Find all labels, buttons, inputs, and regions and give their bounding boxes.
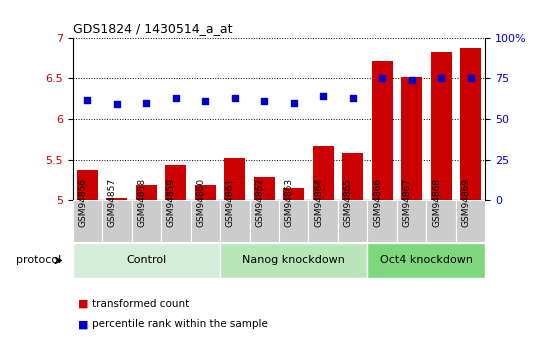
Bar — [283, 188, 304, 200]
Point — [201, 98, 210, 104]
Bar — [195, 185, 215, 200]
Bar — [220, 244, 368, 277]
Text: Nanog knockdown: Nanog knockdown — [242, 256, 345, 265]
Bar — [426, 200, 456, 242]
Text: ■: ■ — [78, 319, 89, 329]
Point — [466, 76, 475, 81]
Text: GSM94856: GSM94856 — [78, 178, 87, 227]
Bar — [132, 200, 161, 242]
Text: GSM94861: GSM94861 — [226, 178, 235, 227]
Text: Control: Control — [126, 256, 166, 265]
Text: transformed count: transformed count — [92, 299, 189, 308]
Bar — [338, 200, 368, 242]
Bar — [368, 244, 485, 277]
Text: GSM94864: GSM94864 — [314, 178, 323, 227]
Point — [112, 102, 121, 107]
Bar — [249, 200, 279, 242]
Bar — [397, 200, 426, 242]
Bar — [460, 48, 481, 200]
Text: Oct4 knockdown: Oct4 knockdown — [380, 256, 473, 265]
Point — [171, 95, 180, 101]
Bar — [401, 77, 422, 200]
Text: GSM94869: GSM94869 — [461, 178, 471, 227]
Text: GSM94858: GSM94858 — [137, 178, 146, 227]
Point — [260, 98, 269, 104]
Text: GSM94863: GSM94863 — [285, 178, 294, 227]
Point — [348, 95, 357, 101]
Text: percentile rank within the sample: percentile rank within the sample — [92, 319, 268, 329]
Text: GSM94860: GSM94860 — [196, 178, 205, 227]
Point — [289, 100, 298, 106]
Text: GSM94867: GSM94867 — [403, 178, 412, 227]
Bar — [220, 200, 249, 242]
Text: GSM94857: GSM94857 — [108, 178, 117, 227]
Point — [407, 77, 416, 83]
Point — [319, 93, 328, 99]
Bar — [343, 153, 363, 200]
Bar — [368, 200, 397, 242]
Bar — [77, 170, 98, 200]
Point — [83, 97, 92, 102]
Bar — [73, 200, 102, 242]
Text: GDS1824 / 1430514_a_at: GDS1824 / 1430514_a_at — [73, 22, 232, 36]
Bar — [456, 200, 485, 242]
Bar — [136, 185, 157, 200]
Text: GSM94862: GSM94862 — [255, 178, 264, 227]
Text: GSM94865: GSM94865 — [344, 178, 353, 227]
Bar — [254, 177, 275, 200]
Bar — [107, 198, 127, 200]
Text: GSM94866: GSM94866 — [373, 178, 382, 227]
Bar — [279, 200, 309, 242]
Text: ■: ■ — [78, 299, 89, 308]
Bar — [224, 158, 245, 200]
Bar — [309, 200, 338, 242]
Point — [437, 76, 446, 81]
Bar — [161, 200, 190, 242]
Bar — [165, 165, 186, 200]
Text: GSM94868: GSM94868 — [432, 178, 441, 227]
Bar — [372, 61, 392, 200]
Point — [142, 100, 151, 106]
Point — [230, 95, 239, 101]
Bar — [190, 200, 220, 242]
Point — [378, 76, 387, 81]
Text: protocol: protocol — [16, 256, 61, 265]
Bar — [73, 244, 220, 277]
Bar — [431, 52, 451, 200]
Text: GSM94859: GSM94859 — [167, 178, 176, 227]
Bar — [102, 200, 132, 242]
Bar — [313, 146, 334, 200]
